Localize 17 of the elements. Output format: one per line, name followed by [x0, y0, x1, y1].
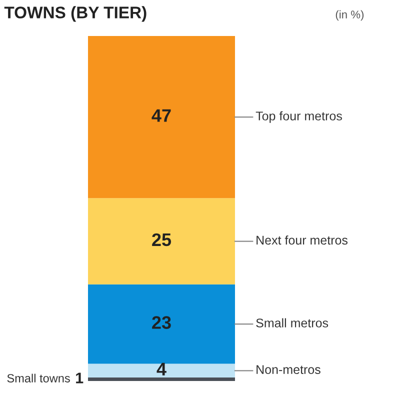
data-label: 25: [152, 233, 172, 246]
text: (in %): [336, 10, 364, 21]
chart-title: TOWNS (BY TIER): [4, 6, 146, 22]
bar: [88, 36, 235, 198]
data-label: 4: [156, 362, 166, 376]
series-label: Small towns: [7, 374, 70, 382]
series-label: Top four metros: [256, 111, 342, 123]
series-label: Non-metros: [256, 365, 320, 374]
bar: [88, 198, 235, 284]
series-label: Small metros: [256, 318, 328, 328]
data-label: 23: [152, 316, 171, 329]
data-label: 47: [152, 109, 171, 122]
bar: [88, 284, 235, 364]
series-label: Next four metros: [256, 235, 348, 245]
bar: [88, 364, 235, 378]
bar: [88, 378, 235, 381]
data-label: 1: [76, 372, 84, 384]
